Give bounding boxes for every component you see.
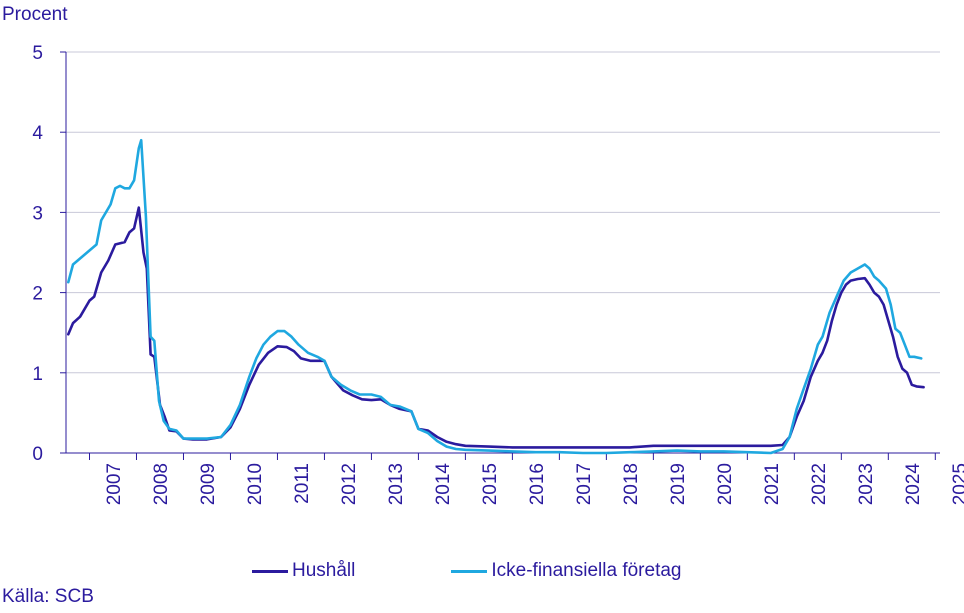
y-tick-label-0: 0 <box>32 444 43 465</box>
x-tick-label-2018: 2018 <box>621 463 642 505</box>
x-tick-label-2007: 2007 <box>104 463 125 505</box>
y-tick-label-5: 5 <box>32 43 43 64</box>
x-tick-label-2011: 2011 <box>292 463 313 504</box>
x-tick-label-2015: 2015 <box>480 463 501 505</box>
legend-swatch-hushall <box>252 569 288 573</box>
source-note: Källa: SCB <box>2 586 94 607</box>
y-tick-label-4: 4 <box>32 123 43 144</box>
x-tick-label-2012: 2012 <box>339 463 360 505</box>
y-tick-label-3: 3 <box>32 203 43 224</box>
series-line-foretag <box>67 138 923 455</box>
y-tick-label-2: 2 <box>32 284 43 305</box>
x-tick-label-2020: 2020 <box>715 463 736 505</box>
legend-label-hushall: Hushåll <box>292 560 356 581</box>
x-tick-label-2023: 2023 <box>856 463 877 505</box>
x-tick-label-2021: 2021 <box>762 463 783 505</box>
x-tick-label-2022: 2022 <box>809 463 830 505</box>
legend-label-foretag: Icke-finansiella företag <box>491 560 682 581</box>
x-tick-label-2014: 2014 <box>433 463 454 506</box>
legend-swatch-foretag <box>451 569 488 573</box>
x-tick-label-2009: 2009 <box>198 463 219 505</box>
x-tick-label-2017: 2017 <box>574 463 595 505</box>
x-tick-label-2013: 2013 <box>386 463 407 505</box>
x-tick-label-2010: 2010 <box>245 463 266 505</box>
legend-item-foretag: Icke-finansiella företag <box>451 560 681 582</box>
x-tick-label-2025: 2025 <box>950 463 964 505</box>
chart-legend: Hushåll Icke-finansiella företag <box>252 560 777 582</box>
y-axis-unit-label: Procent <box>2 4 68 25</box>
x-tick-label-2019: 2019 <box>668 463 689 505</box>
legend-item-hushall: Hushåll <box>252 560 355 582</box>
x-tick-label-2008: 2008 <box>151 463 172 505</box>
y-tick-label-1: 1 <box>32 364 43 385</box>
x-tick-label-2024: 2024 <box>903 463 924 506</box>
x-tick-label-2016: 2016 <box>527 463 548 505</box>
